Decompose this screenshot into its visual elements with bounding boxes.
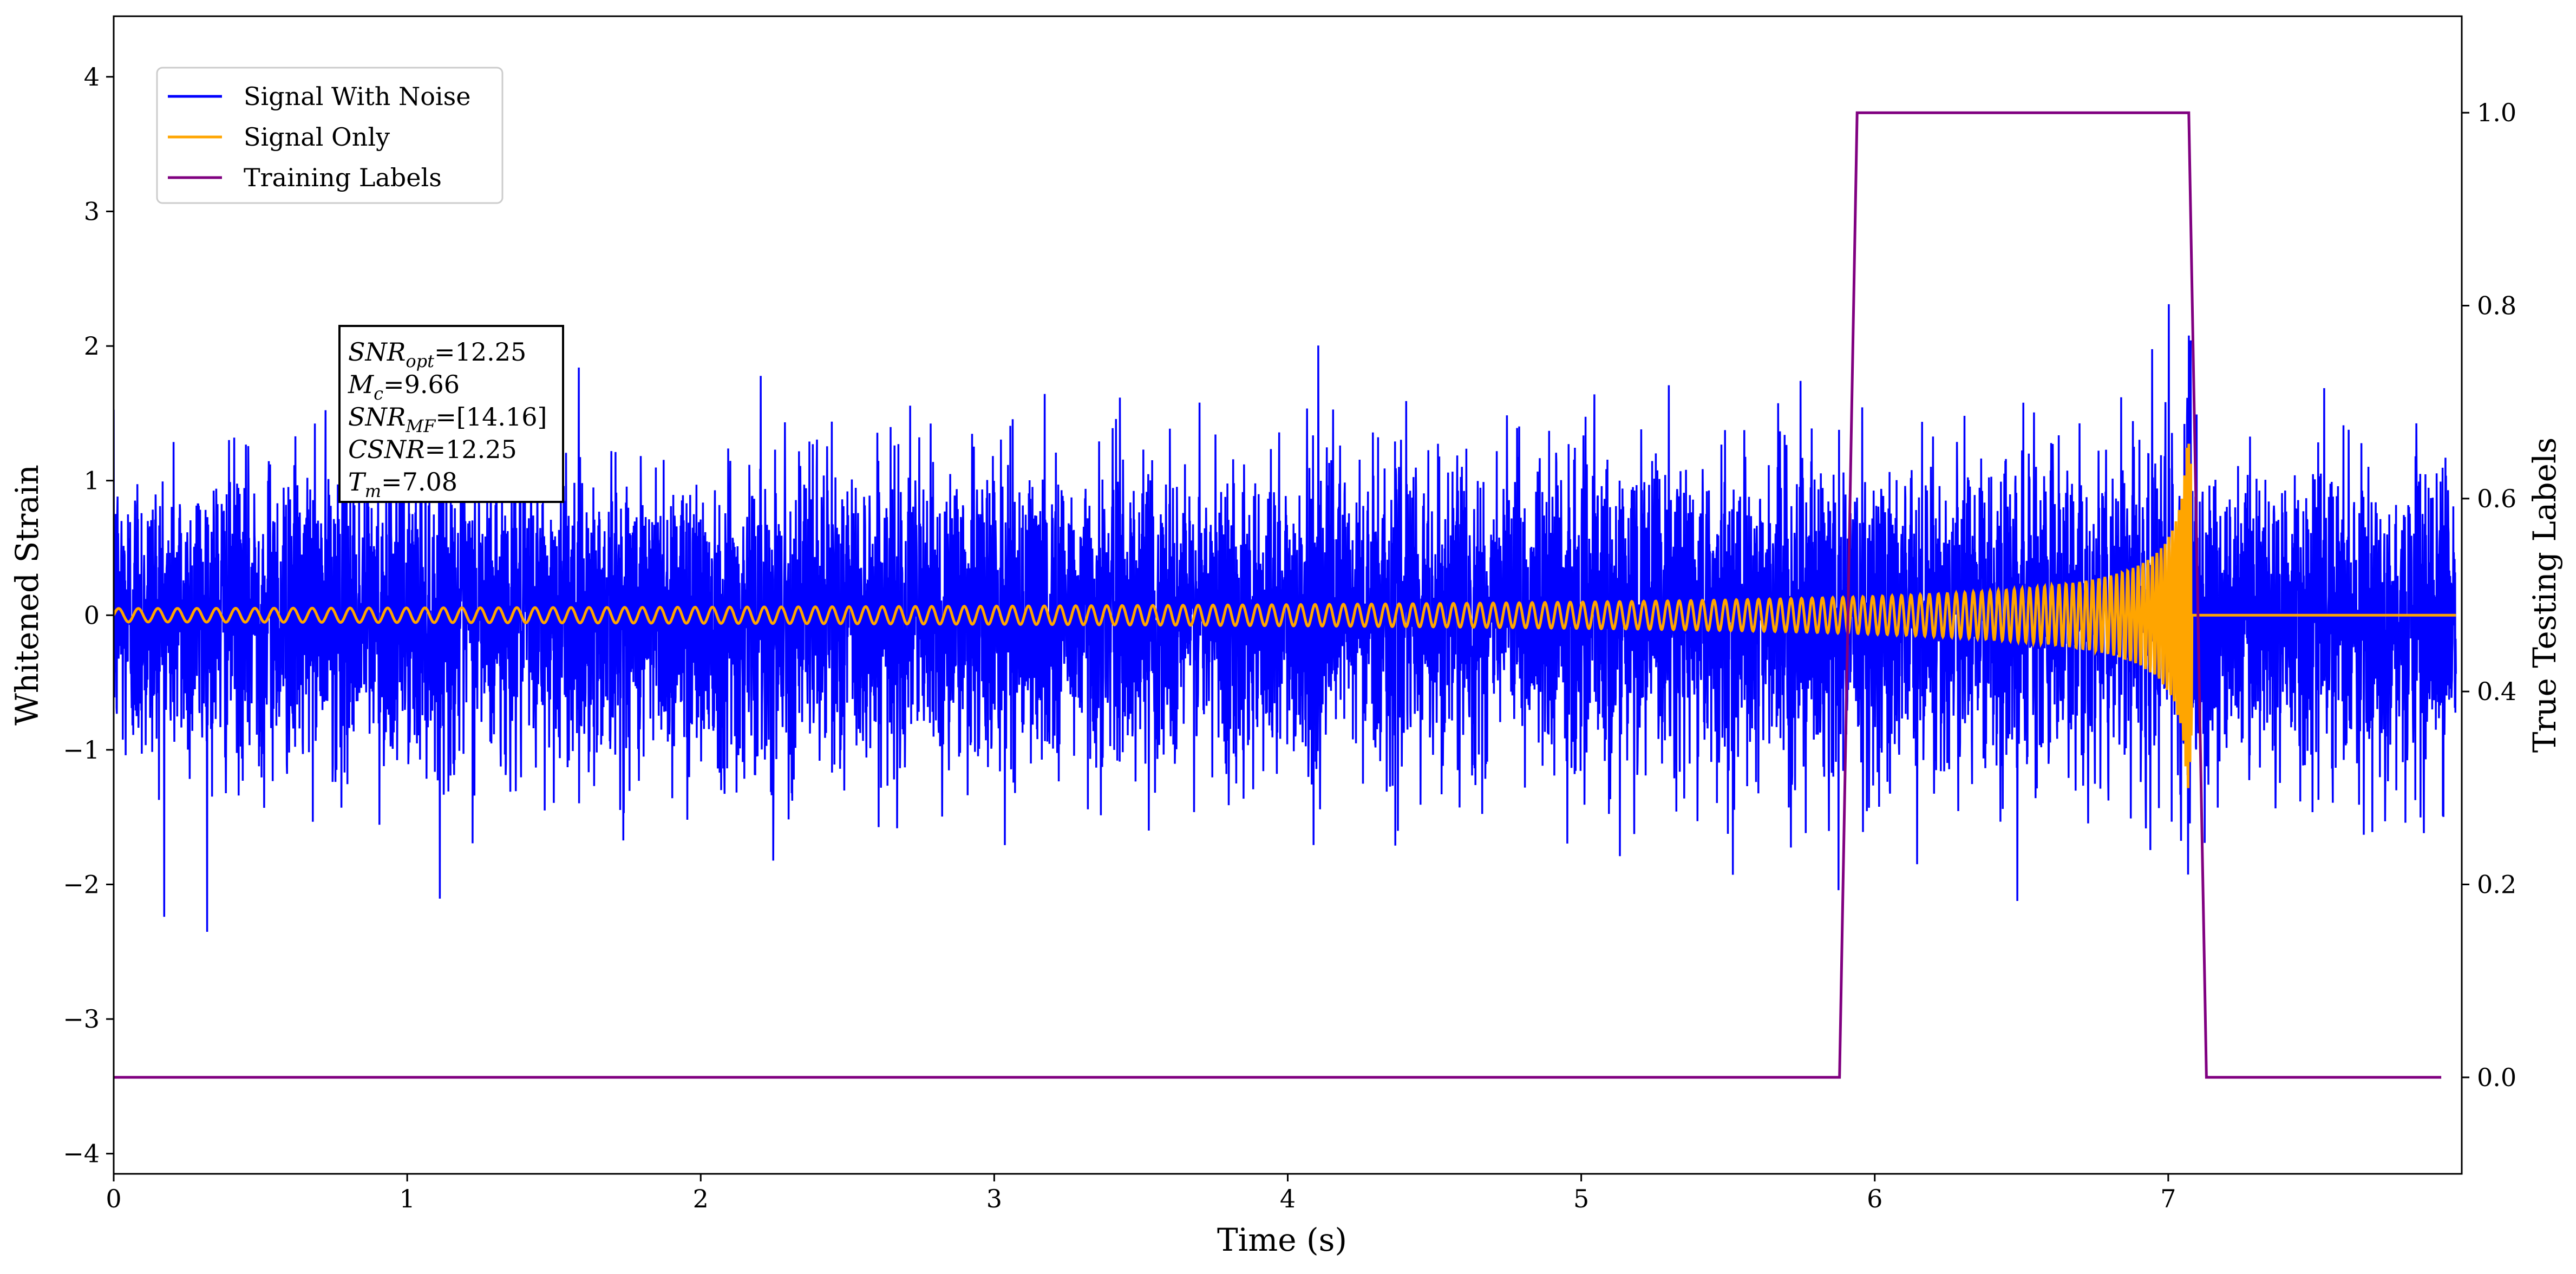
annotation-line: Tm=7.08 — [348, 467, 457, 501]
y-tick-label: −4 — [63, 1139, 100, 1168]
series-line-signal-with-noise — [114, 304, 2457, 932]
y-axis-title: Whitened Strain — [9, 465, 45, 726]
y2-tick-label: 1.0 — [2477, 98, 2516, 127]
y2-tick-label: 0.0 — [2477, 1063, 2516, 1092]
annotation-subscript: opt — [406, 351, 434, 371]
y2-tick-label: 0.2 — [2477, 870, 2516, 899]
y2-tick-label: 0.4 — [2477, 677, 2516, 706]
legend-label-training-labels: Training Labels — [244, 163, 442, 192]
y-axis-right: 1.0 0.8 0.6 0.4 0.2 0.0 — [2462, 98, 2516, 1092]
y2-tick-label: 0.8 — [2477, 291, 2516, 321]
annotation-box: SNRopt=12.25Mc=9.66SNRMF=[14.16]CSNR=12.… — [338, 325, 564, 503]
y-tick-label: 1 — [84, 466, 100, 495]
annotation-line: Mc=9.66 — [348, 370, 460, 404]
x-tick-label: 2 — [693, 1184, 709, 1213]
y2-axis-title: True Testing Labels — [2526, 437, 2563, 753]
x-tick-label: 5 — [1573, 1184, 1589, 1213]
y-tick-label: −1 — [63, 735, 100, 765]
annotation-subscript: m — [365, 481, 381, 501]
y-tick-label: 3 — [84, 197, 100, 226]
y-tick-label: −2 — [63, 870, 100, 899]
y-tick-label: 4 — [84, 62, 100, 92]
y-tick-label: −3 — [63, 1004, 100, 1034]
annotation-symbol: M — [348, 370, 375, 399]
x-tick-label: 3 — [986, 1184, 1002, 1213]
legend-box — [156, 67, 504, 204]
x-tick-label: 6 — [1867, 1184, 1882, 1213]
series-line-training-labels — [114, 111, 2442, 1079]
annotation-subscript: c — [374, 383, 383, 404]
y2-tick-label: 0.6 — [2477, 484, 2516, 513]
annotation-subscript: MF — [405, 416, 436, 436]
annotation-line: CSNR=12.25 — [348, 435, 517, 464]
y-tick-label: 2 — [84, 331, 100, 361]
legend-label-signal-only: Signal Only — [244, 122, 390, 152]
annotation-value: =7.08 — [381, 467, 457, 496]
annotation-symbol: SNR — [348, 402, 406, 432]
annotation-symbol: T — [348, 467, 367, 496]
x-tick-label: 4 — [1280, 1184, 1296, 1213]
y-tick-label: 0 — [84, 600, 100, 630]
y-axis-left: 4 3 2 1 0 −1 −2 −3 −4 — [63, 62, 114, 1168]
x-tick-label: 1 — [399, 1184, 415, 1213]
annotation-line: SNRopt=12.25 — [348, 337, 526, 371]
x-axis: 0 1 2 3 4 5 6 7 — [106, 1174, 2176, 1213]
annotation-value: =12.25 — [434, 337, 526, 367]
x-tick-label: 7 — [2160, 1184, 2176, 1213]
legend: Signal With Noise Signal Only Training L… — [156, 67, 504, 204]
legend-label-signal-with-noise: Signal With Noise — [244, 82, 470, 111]
annotation-symbol: CSNR — [348, 435, 425, 464]
series-line-signal-only — [114, 443, 2456, 788]
annotation-frame — [338, 325, 564, 503]
annotation-value: =[14.16] — [435, 402, 547, 432]
x-axis-title: Time (s) — [1217, 1221, 1347, 1258]
annotation-symbol: SNR — [348, 337, 406, 367]
x-tick-label: 0 — [106, 1184, 121, 1213]
annotation-value: =12.25 — [425, 435, 517, 464]
annotation-value: =9.66 — [383, 370, 460, 399]
annotation-line: SNRMF=[14.16] — [348, 402, 547, 436]
